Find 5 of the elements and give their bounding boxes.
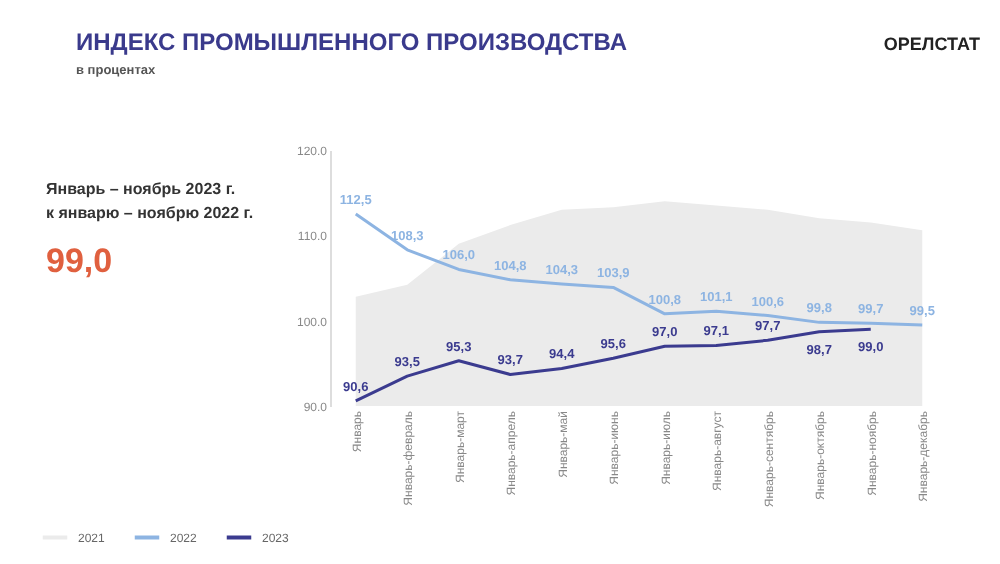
text: ОРЕЛСТАТ — [883, 34, 981, 54]
text: 99,0 — [46, 242, 113, 280]
chart-title: ИНДЕКС ПРОМЫШЛЕННОГО ПРОИЗВОДСТВА — [76, 28, 628, 56]
text: к январю – ноябрю 2022 г. — [46, 204, 254, 222]
text: Январь – ноябрь 2023 г. — [46, 180, 236, 198]
